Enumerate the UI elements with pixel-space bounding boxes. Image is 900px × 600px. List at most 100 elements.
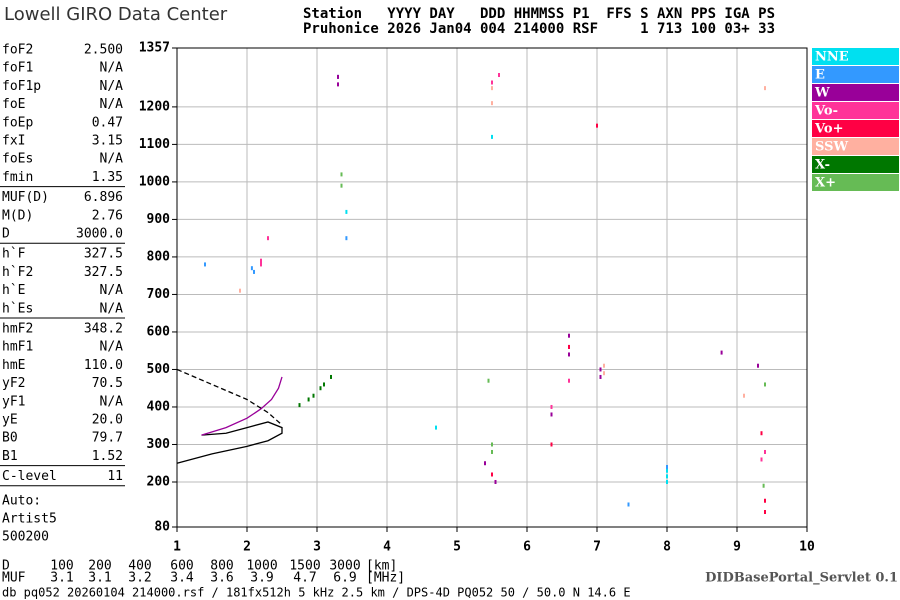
muf-value: 3.9 xyxy=(250,571,273,586)
echo-point xyxy=(337,82,339,87)
distance: 400 xyxy=(128,559,151,574)
param-value: 110.0 xyxy=(84,358,123,373)
param-label: foF1 xyxy=(2,61,33,76)
echo-point xyxy=(596,123,598,128)
echo-point xyxy=(550,412,553,417)
distance: 1000 xyxy=(246,559,277,574)
param-value: 79.7 xyxy=(92,431,123,446)
legend-label: NNE xyxy=(815,50,849,65)
profile-trace xyxy=(176,421,283,464)
unit: [MHz] xyxy=(366,571,405,586)
echo-point xyxy=(603,371,605,376)
legend-label: E xyxy=(815,68,825,83)
param-label: fmin xyxy=(2,170,33,185)
distance: 200 xyxy=(88,559,111,574)
param-value: 2.500 xyxy=(84,43,123,58)
legend-swatch xyxy=(812,138,899,155)
param-label: h`F2 xyxy=(2,265,33,280)
param-label: foE xyxy=(2,97,25,112)
echo-point xyxy=(568,378,570,383)
table-label: D xyxy=(2,559,10,574)
x-tick-label: 6 xyxy=(523,540,531,555)
echo-point xyxy=(568,344,570,349)
echo-point xyxy=(764,382,766,387)
echo-point xyxy=(491,442,493,447)
y-tick-label: 400 xyxy=(147,399,171,414)
echo-point xyxy=(666,468,668,473)
echo-point xyxy=(764,509,766,514)
param-value: N/A xyxy=(100,61,124,76)
echo-point xyxy=(666,479,668,484)
legend-swatch xyxy=(812,66,899,83)
x-tick-label: 2 xyxy=(243,540,251,555)
auto-text: Auto: xyxy=(2,493,41,508)
legend-label: X+ xyxy=(815,176,836,191)
x-tick-label: 5 xyxy=(453,540,461,555)
logo: Lowell GIRO Data Center xyxy=(4,4,228,25)
muf-value: 6.9 xyxy=(333,571,356,586)
param-value: 3.15 xyxy=(92,134,123,149)
y-tick-label: 1000 xyxy=(139,174,170,189)
echo-point xyxy=(491,80,493,85)
param-value: N/A xyxy=(100,283,124,298)
param-label: foF1p xyxy=(2,79,41,94)
profile-trace xyxy=(176,368,283,426)
y-tick-label: 80 xyxy=(154,520,170,535)
x-tick-label: 7 xyxy=(593,540,601,555)
echo-point xyxy=(599,367,602,372)
param-value: 0.47 xyxy=(92,115,123,130)
echo-point xyxy=(307,397,310,402)
param-value: 348.2 xyxy=(84,322,123,337)
param-label: yE xyxy=(2,413,18,428)
echo-point xyxy=(253,269,255,274)
legend-swatch xyxy=(812,120,899,137)
param-label: yF1 xyxy=(2,394,25,409)
echo-point xyxy=(743,393,745,398)
echo-point xyxy=(267,236,269,241)
echo-point xyxy=(760,431,763,436)
param-value: 2.76 xyxy=(92,208,123,223)
echo-point xyxy=(487,378,490,383)
footer: db pq052 20260104 214000.rsf / 181fx512h… xyxy=(2,586,631,600)
param-value: 20.0 xyxy=(92,413,123,428)
param-value: 70.5 xyxy=(92,376,123,391)
param-value: N/A xyxy=(100,301,124,316)
param-value: 3000.0 xyxy=(76,227,123,242)
echo-point xyxy=(491,449,493,454)
echo-point xyxy=(260,262,262,267)
param-label: MUF(D) xyxy=(2,190,49,205)
param-value: N/A xyxy=(100,152,124,167)
echo-point xyxy=(323,382,325,387)
echo-point xyxy=(340,172,343,177)
muf-value: 4.7 xyxy=(293,571,316,586)
echo-point xyxy=(720,350,723,355)
echo-point xyxy=(666,474,668,479)
echo-point xyxy=(568,333,570,338)
distance: 3000 xyxy=(329,559,360,574)
param-value: 327.5 xyxy=(84,265,123,280)
echo-point xyxy=(760,457,763,462)
echo-point xyxy=(491,134,493,139)
echo-point xyxy=(330,374,332,379)
x-tick-label: 1 xyxy=(173,540,181,555)
echo-point xyxy=(550,442,553,447)
legend-swatch xyxy=(812,174,899,191)
param-label: foF2 xyxy=(2,43,33,58)
echo-point xyxy=(757,363,759,368)
echo-point xyxy=(250,266,253,271)
auto-text: 500200 xyxy=(2,529,49,544)
y-tick-label: 200 xyxy=(147,474,171,489)
y-tick-label: 1100 xyxy=(139,137,170,152)
echo-point xyxy=(550,404,553,409)
param-value: 327.5 xyxy=(84,247,123,262)
echo-point xyxy=(340,183,343,188)
param-label: D xyxy=(2,227,10,242)
echo-point xyxy=(239,288,241,293)
echo-point xyxy=(435,425,437,430)
echo-point xyxy=(762,483,765,488)
distance: 100 xyxy=(50,559,73,574)
legend-label: Vo- xyxy=(814,104,838,119)
legend-label: Vo+ xyxy=(814,122,843,137)
param-label: foEs xyxy=(2,152,33,167)
param-label: C-level xyxy=(2,469,57,484)
